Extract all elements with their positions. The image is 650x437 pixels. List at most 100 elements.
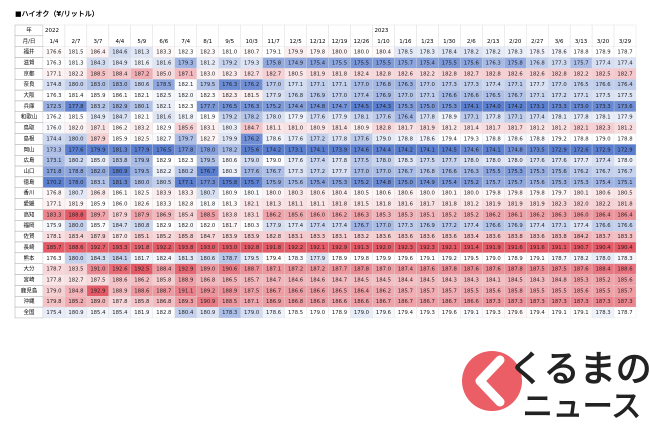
price-value: 184.7 — [200, 234, 215, 240]
price-value: 184.9 — [90, 115, 105, 121]
price-value: 177.1 — [530, 93, 545, 99]
price-value: 175.4 — [310, 180, 326, 186]
price-value: 180.9 — [112, 169, 127, 175]
price-value: 176.2 — [46, 115, 61, 121]
price-value: 178.0 — [266, 115, 282, 121]
price-value: 175.8 — [222, 180, 238, 186]
price-value: 179.0 — [266, 158, 282, 164]
price-value: 174.8 — [310, 104, 326, 110]
price-value: 186.7 — [442, 299, 457, 305]
title: ■ハイオク（¥/リットル） — [15, 9, 99, 18]
price-value: 181.8 — [332, 71, 348, 77]
price-value: 188.5 — [200, 212, 215, 218]
price-value: 179.9 — [134, 158, 149, 164]
price-value: 183.8 — [222, 212, 238, 218]
price-value: 187.9 — [134, 212, 149, 218]
price-value: 174.2 — [508, 104, 523, 110]
price-value: 188.7 — [156, 288, 171, 294]
price-value: 174.6 — [354, 147, 370, 153]
price-value: 176.4 — [617, 82, 633, 88]
price-value: 180.6 — [134, 82, 150, 88]
price-value: 187.1 — [266, 267, 281, 273]
price-value: 188.6 — [134, 288, 150, 294]
price-value: 177.8 — [420, 115, 436, 121]
price-value: 178.0 — [595, 256, 611, 262]
price-value: 183.1 — [90, 180, 105, 186]
price-value: 182.1 — [156, 104, 171, 110]
price-value: 178.9 — [595, 50, 610, 56]
price-value: 170.2 — [46, 180, 61, 186]
price-value: 182.6 — [508, 71, 524, 77]
price-value: 177.1 — [552, 223, 567, 229]
price-value: 177.8 — [332, 136, 348, 142]
price-value: 180.5 — [288, 71, 303, 77]
price-value: 192.9 — [178, 267, 193, 273]
price-value: 179.9 — [90, 147, 105, 153]
price-value: 175.7 — [574, 60, 589, 66]
price-value: 174.2 — [266, 147, 281, 153]
price-value: 189.7 — [90, 212, 105, 218]
price-value: 178.3 — [222, 310, 237, 316]
price-value: 176.3 — [222, 82, 237, 88]
price-value: 182.4 — [354, 71, 370, 77]
date-label: 6/6 — [159, 39, 168, 45]
price-value: 177.7 — [332, 169, 347, 175]
price-value: 177.0 — [376, 169, 392, 175]
date-label: 3/7 — [93, 39, 102, 45]
price-value: 182.5 — [134, 136, 149, 142]
date-label: 3/6 — [555, 39, 564, 45]
price-value: 175.6 — [464, 60, 480, 66]
price-value: 177.1 — [178, 180, 193, 186]
price-value: 191.1 — [178, 288, 193, 294]
price-value: 175.7 — [486, 180, 501, 186]
price-value: 176.7 — [508, 93, 523, 99]
price-value: 179.5 — [200, 158, 215, 164]
price-value: 176.7 — [354, 223, 369, 229]
price-value: 179.3 — [486, 310, 501, 316]
price-value: 177.0 — [354, 169, 370, 175]
price-value: 185.5 — [464, 288, 479, 294]
price-value: 181.7 — [222, 223, 237, 229]
price-value: 177.1 — [46, 71, 61, 77]
price-value: 184.6 — [288, 277, 304, 283]
price-value: 188.6 — [112, 277, 128, 283]
price-value: 177.4 — [310, 158, 326, 164]
price-value: 192.9 — [90, 288, 105, 294]
prefecture-name: 和歌山 — [21, 113, 38, 121]
price-value: 190.6 — [222, 267, 238, 273]
price-value: 181.3 — [68, 60, 83, 66]
price-value: 177.6 — [310, 115, 326, 121]
price-value: 178.6 — [552, 50, 568, 56]
price-value: 179.6 — [508, 310, 524, 316]
price-value: 180.9 — [354, 126, 369, 132]
price-value: 181.9 — [530, 202, 545, 208]
price-value: 181.2 — [617, 126, 632, 132]
price-value: 186.6 — [310, 288, 326, 294]
price-value: 178.2 — [486, 50, 501, 56]
price-value: 185.5 — [530, 288, 545, 294]
date-label: 2/27 — [531, 39, 544, 45]
price-value: 177.3 — [200, 180, 215, 186]
price-value: 174.8 — [508, 147, 524, 153]
price-value: 176.5 — [156, 147, 171, 153]
price-value: 186.9 — [266, 299, 281, 305]
price-value: 184.5 — [508, 277, 523, 283]
price-value: 180.0 — [68, 136, 84, 142]
price-value: 185.7 — [46, 245, 61, 251]
date-label: 1/10 — [377, 39, 390, 45]
price-value: 175.3 — [530, 169, 545, 175]
price-value: 173.1 — [288, 147, 303, 153]
price-value: 178.9 — [332, 310, 347, 316]
price-value: 181.3 — [266, 202, 281, 208]
price-value: 185.2 — [442, 212, 457, 218]
price-value: 182.1 — [134, 115, 149, 121]
price-value: 184.3 — [464, 277, 479, 283]
price-value: 178.0 — [508, 158, 524, 164]
price-value: 177.9 — [310, 256, 325, 262]
price-value: 174.4 — [46, 136, 62, 142]
price-value: 177.2 — [310, 136, 325, 142]
price-value: 183.6 — [486, 234, 502, 240]
price-value: 186.3 — [354, 212, 369, 218]
price-value: 191.4 — [464, 245, 480, 251]
price-value: 186.2 — [530, 212, 545, 218]
